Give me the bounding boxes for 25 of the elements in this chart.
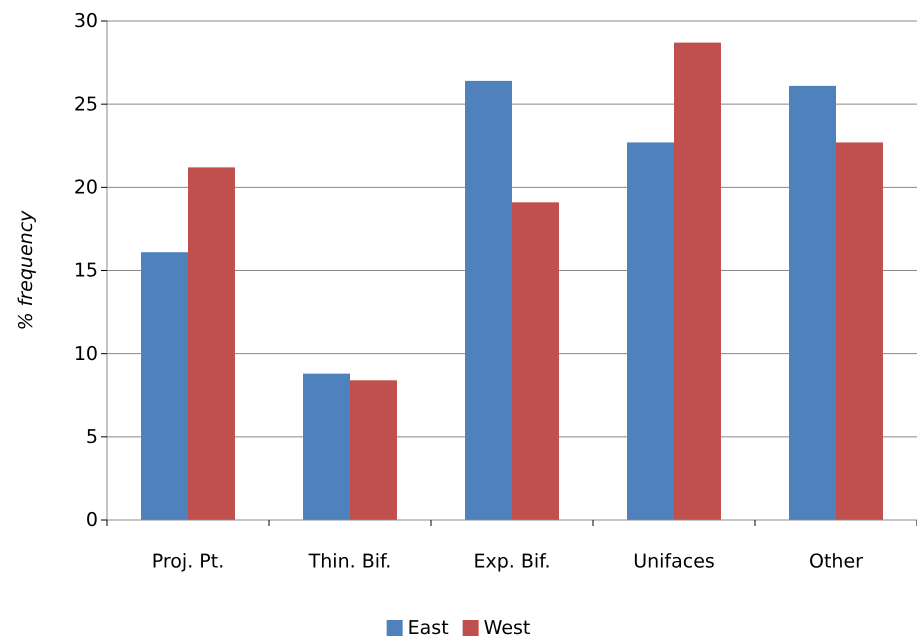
bar: [465, 80, 512, 520]
y-tick-label: 20: [74, 176, 98, 198]
bar: [141, 252, 188, 520]
bar: [350, 380, 397, 520]
y-axis-title: % frequency: [15, 210, 37, 330]
bar: [627, 142, 674, 520]
y-tick-label: 30: [74, 10, 98, 32]
legend-label: West: [484, 617, 530, 639]
bar: [188, 167, 235, 520]
y-tick-label: 0: [86, 509, 98, 532]
bar: [303, 374, 350, 520]
bar: [836, 142, 883, 520]
bar: [674, 42, 721, 520]
x-tick-label: Thin. Bif.: [308, 550, 392, 572]
x-tick-label: Proj. Pt.: [152, 550, 224, 572]
legend-label: East: [408, 617, 449, 639]
x-tick-label: Unifaces: [633, 550, 715, 572]
y-tick-label: 5: [86, 426, 98, 448]
bar: [789, 86, 836, 520]
x-tick-label: Exp. Bif.: [473, 550, 551, 572]
y-tick-label: 10: [74, 342, 98, 365]
x-tick-label: Other: [809, 550, 864, 572]
y-tick-label: 25: [74, 93, 98, 116]
y-tick-label: 15: [74, 260, 98, 282]
bar: [512, 202, 559, 520]
